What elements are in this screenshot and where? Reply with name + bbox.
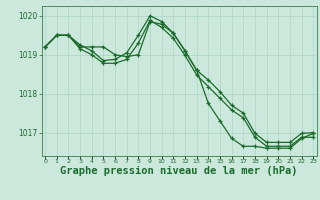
X-axis label: Graphe pression niveau de la mer (hPa): Graphe pression niveau de la mer (hPa) — [60, 166, 298, 176]
